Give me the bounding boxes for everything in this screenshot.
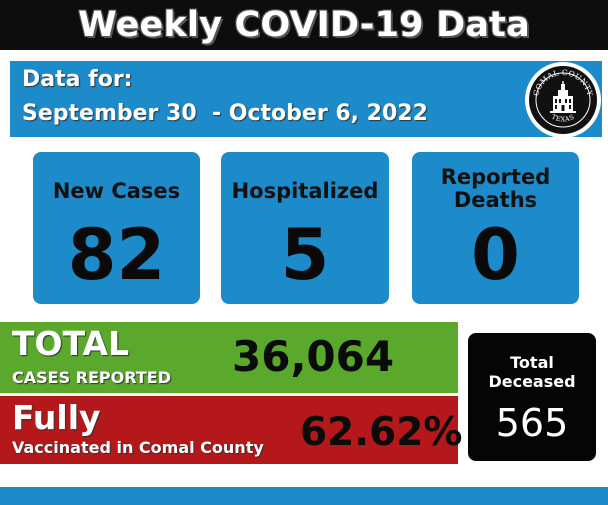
hospitalized-label: Hospitalized — [231, 179, 379, 203]
date-banner: Data for: September 30 - October 6, 2022 — [10, 61, 602, 137]
header-bar: Weekly COVID-19 Data — [0, 0, 608, 50]
reported-deaths-label-line1: Reported — [440, 165, 551, 189]
footer-bar — [0, 487, 608, 505]
hospitalized-value: 5 — [280, 214, 330, 296]
total-cases-title: TOTAL — [12, 324, 130, 363]
new-cases-value: 82 — [67, 214, 166, 296]
hospitalized-card: Hospitalized 5 — [221, 152, 389, 304]
page-title: Weekly COVID-19 Data — [78, 5, 530, 45]
total-deceased-label-line1: Total — [510, 353, 554, 372]
total-deceased-value: 565 — [495, 401, 569, 445]
county-seal-icon: COMAL COUNTY TEXAS — [531, 68, 595, 128]
county-seal-logo: COMAL COUNTY TEXAS — [525, 62, 601, 138]
total-deceased-box: Total Deceased 565 — [468, 333, 596, 461]
new-cases-card: New Cases 82 — [33, 152, 200, 304]
total-cases-subtitle: CASES REPORTED — [12, 368, 171, 387]
date-label: Data for: — [22, 67, 133, 92]
reported-deaths-card: Reported Deaths 0 — [412, 152, 579, 304]
seal-bottom-text: TEXAS — [550, 113, 575, 124]
total-cases-value: 36,064 — [232, 332, 395, 381]
reported-deaths-label-line2: Deaths — [453, 188, 538, 212]
svg-text:TEXAS: TEXAS — [550, 113, 576, 124]
new-cases-label: New Cases — [52, 179, 181, 203]
total-cases-row: TOTAL CASES REPORTED 36,064 — [0, 322, 458, 393]
vaccinated-subtitle: Vaccinated in Comal County — [12, 438, 264, 457]
date-range: September 30 - October 6, 2022 — [22, 101, 428, 126]
reported-deaths-value: 0 — [471, 214, 520, 296]
vaccinated-value: 62.62% — [300, 410, 463, 455]
total-deceased-label-line2: Deceased — [488, 372, 576, 391]
vaccinated-row: Fully Vaccinated in Comal County 62.62% — [0, 396, 462, 464]
vaccinated-title: Fully — [12, 398, 101, 437]
